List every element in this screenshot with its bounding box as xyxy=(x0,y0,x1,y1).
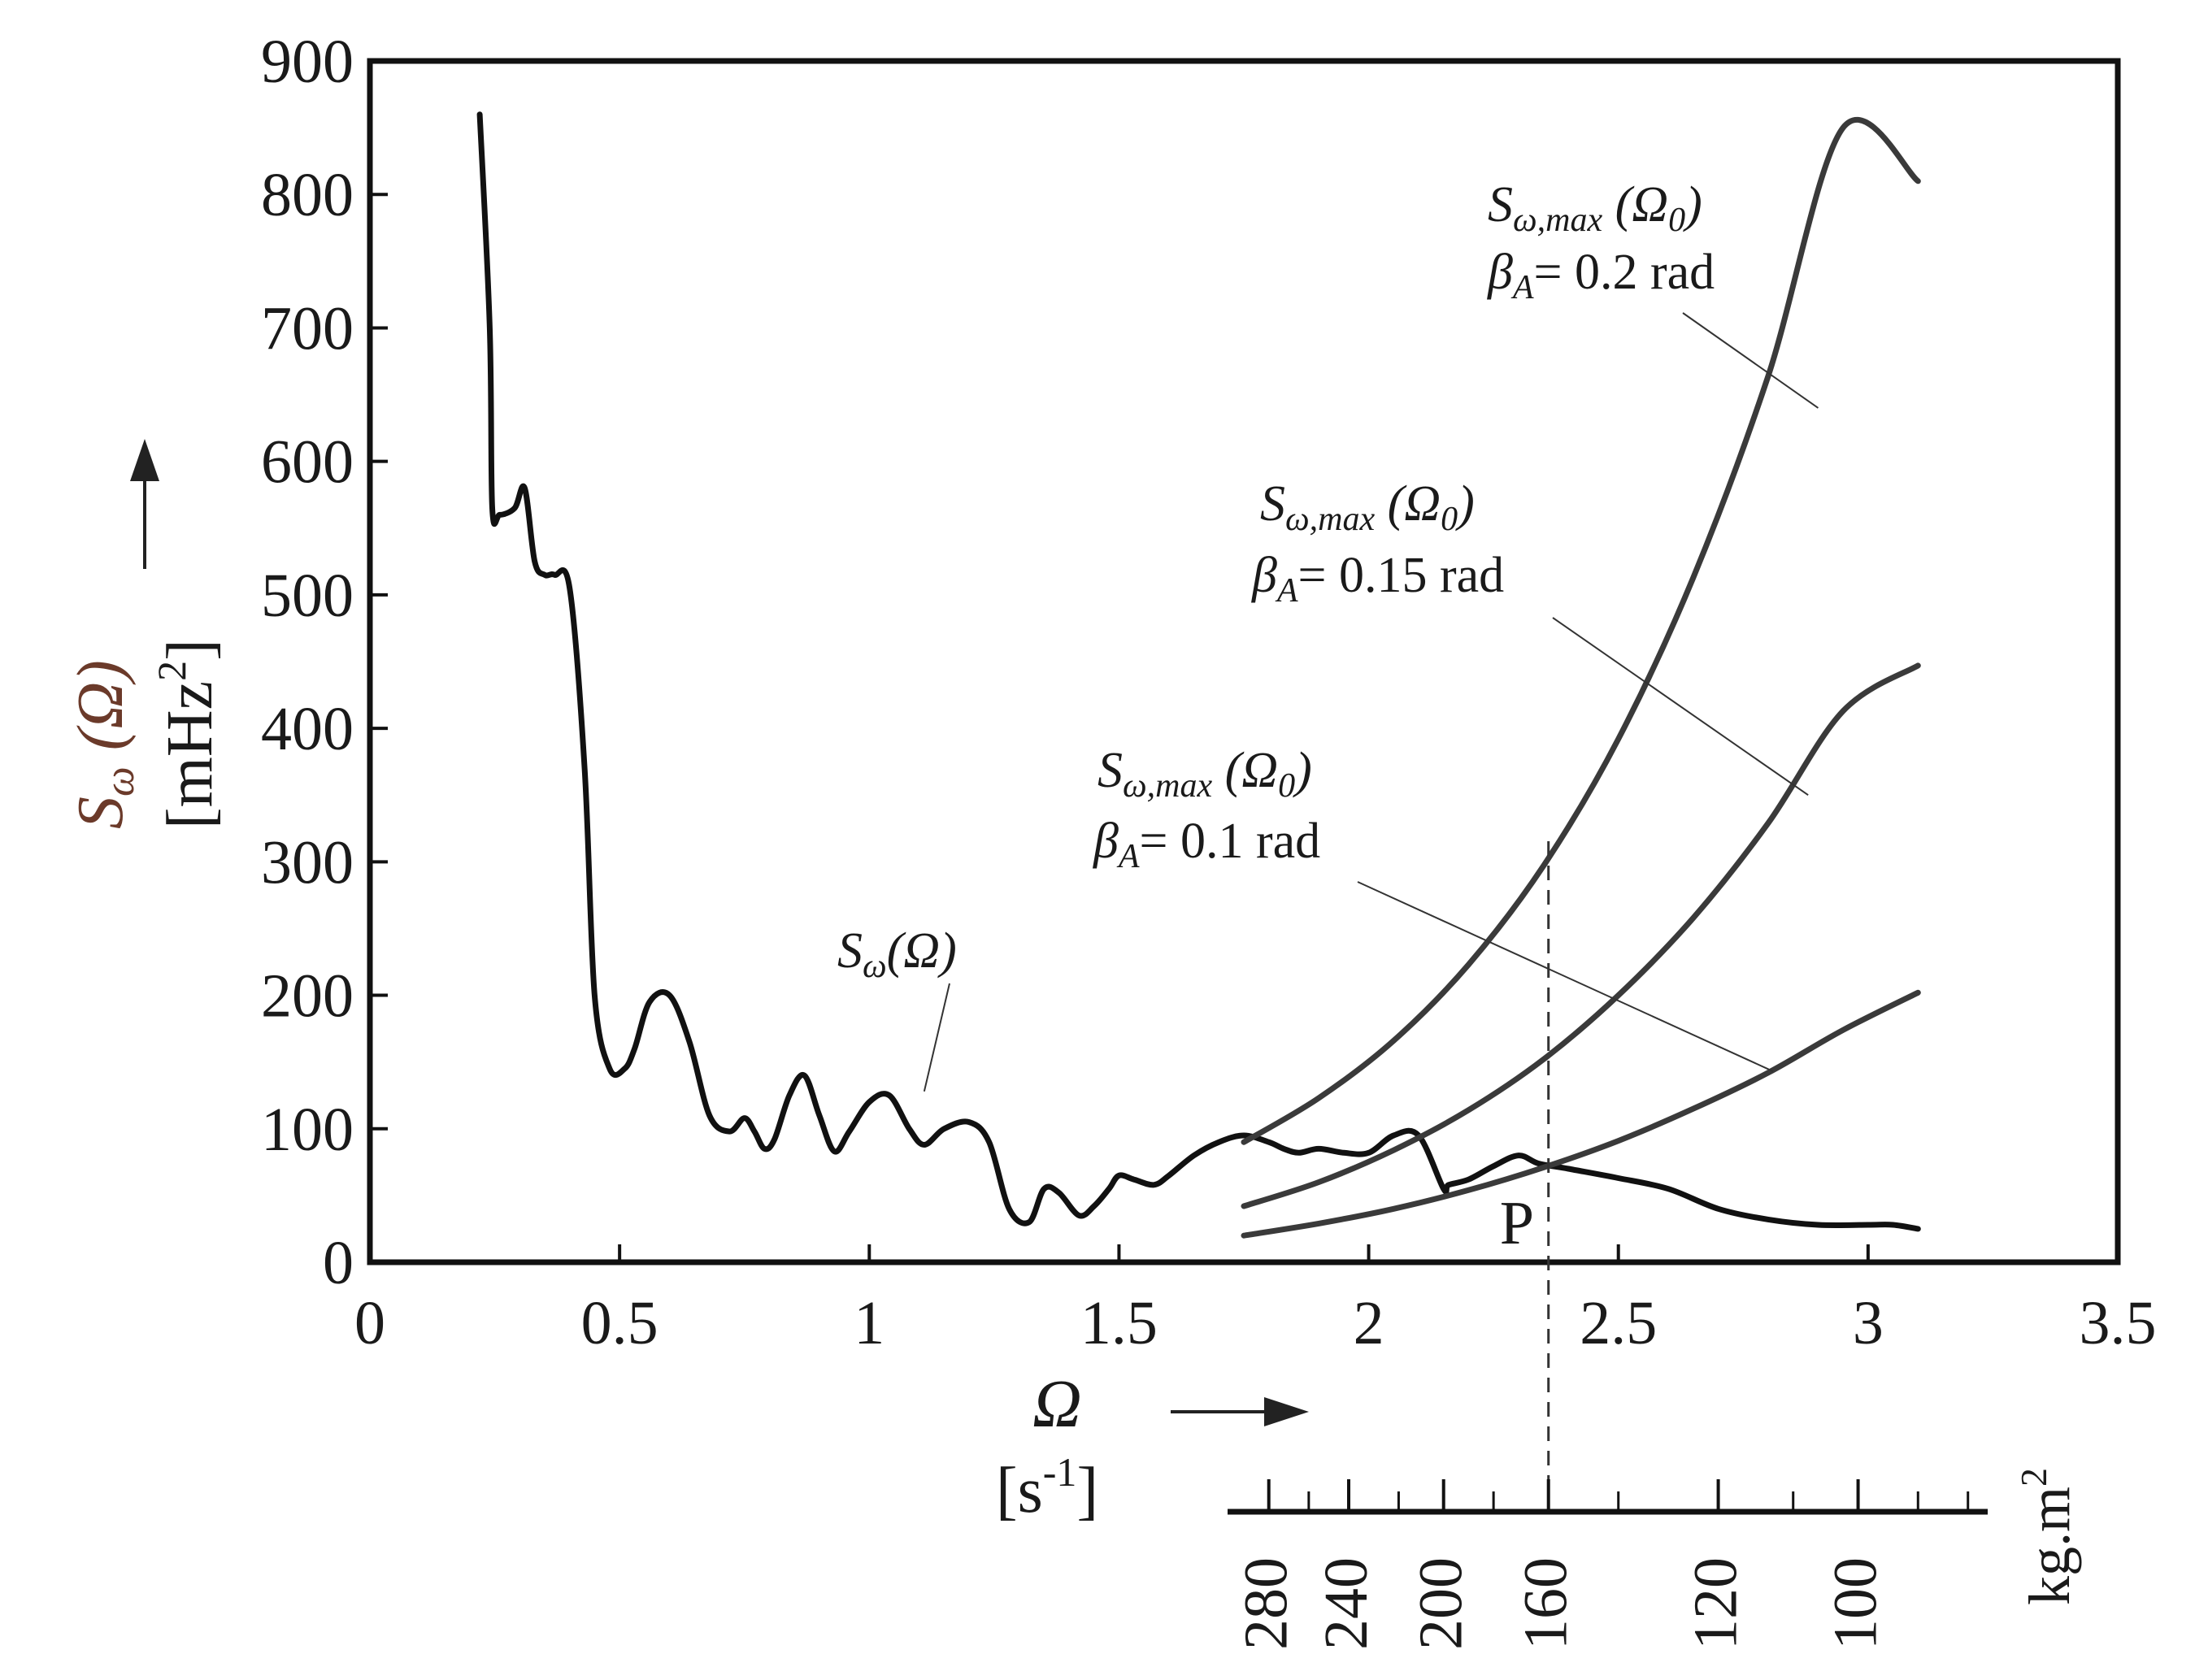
annotation-0-15-rad-title: Sω,max (Ω0) xyxy=(1260,476,1475,538)
x-tick-label: 1 xyxy=(854,1289,885,1357)
y-tick-label: 900 xyxy=(261,28,354,96)
annotation-0-1-rad-title: Sω,max (Ω0) xyxy=(1098,743,1312,805)
point-p-label: P xyxy=(1500,1189,1534,1257)
y-tick-label: 100 xyxy=(261,1096,354,1164)
y-tick-label: 500 xyxy=(261,562,354,630)
x-arrow-head xyxy=(1264,1397,1309,1426)
annotation-0-2-rad-title: Sω,max (Ω0) xyxy=(1488,177,1702,239)
x-tick-label: 3 xyxy=(1853,1289,1884,1357)
leader-s-omega xyxy=(923,983,950,1092)
y-tick-label: 200 xyxy=(261,962,354,1031)
svg-text:[mHz2]: [mHz2] xyxy=(149,639,226,829)
secondary-tick-text: 200 xyxy=(1407,1557,1476,1650)
y-tick-label: 600 xyxy=(261,428,354,497)
secondary-tick-text: 100 xyxy=(1822,1557,1890,1650)
s-omega-curve xyxy=(476,111,1921,1232)
annotation-0-2-rad-beta: βA= 0.2 rad xyxy=(1487,245,1715,306)
beta-0-1-curve xyxy=(1241,989,1921,1239)
annotation-0-15-rad-beta: βA= 0.15 rad xyxy=(1251,548,1504,610)
x-tick-label: 0 xyxy=(354,1289,385,1357)
y-label-unit-exp: 2 xyxy=(149,661,194,681)
secondary-tick-text: 240 xyxy=(1312,1557,1380,1650)
x-tick-label: 3.5 xyxy=(2080,1289,2157,1357)
secondary-axis-ticks: 280 240 200 160 120 100 xyxy=(1232,1479,1970,1650)
axis-ticks: 0 0.5 1 1.5 2 2.5 3 3.5 0 100 200 300 400 500 600 700 80… xyxy=(261,28,2157,1357)
y-tick-label: 800 xyxy=(261,161,354,229)
svg-text:Sω (Ω): Sω (Ω) xyxy=(65,660,143,829)
secondary-tick-label: 160 xyxy=(1512,1557,1580,1650)
secondary-tick-label: 280 xyxy=(1232,1557,1301,1650)
secondary-tick-label: 100 xyxy=(1822,1557,1890,1650)
secondary-tick-text: 160 xyxy=(1512,1557,1580,1650)
x-tick-label: 1.5 xyxy=(1080,1289,1158,1357)
y-label-unit-close: ] xyxy=(154,639,226,661)
leader-0-15-rad xyxy=(1552,617,1809,797)
y-axis-label: Sω (Ω) [mHz2] xyxy=(65,639,226,829)
secondary-axis-unit: kg.m2 xyxy=(2013,1468,2082,1605)
y-tick-label: 400 xyxy=(261,695,354,763)
x-label-symbol: Ω xyxy=(1032,1366,1082,1442)
y-arrow-head xyxy=(130,439,159,481)
annotation-s-omega-label: Sω(Ω) xyxy=(837,923,957,985)
secondary-tick-label: 120 xyxy=(1682,1557,1750,1650)
x-tick-label: 2.5 xyxy=(1580,1289,1657,1357)
y-label-unit: [mHz xyxy=(154,681,226,829)
x-tick-label: 0.5 xyxy=(581,1289,658,1357)
beta-0-2-curve xyxy=(1241,117,1921,1145)
secondary-tick-label: 200 xyxy=(1407,1557,1476,1650)
secondary-tick-text: 280 xyxy=(1232,1557,1301,1650)
y-tick-label: 300 xyxy=(261,828,354,896)
leader-0-2-rad xyxy=(1682,312,1819,409)
curves xyxy=(476,111,1921,1239)
leader-0-1-rad xyxy=(1357,881,1774,1073)
y-label-symbol: S xyxy=(65,797,137,829)
y-tick-label: 0 xyxy=(323,1229,354,1297)
x-tick-label: 2 xyxy=(1354,1289,1384,1357)
plot-frame xyxy=(367,58,2121,1265)
leader-lines xyxy=(923,312,1819,1092)
y-label-subscript: ω xyxy=(97,766,143,797)
secondary-tick-label: 240 xyxy=(1312,1557,1380,1650)
svg-text:kg.m2: kg.m2 xyxy=(2013,1468,2082,1605)
y-label-argument: (Ω) xyxy=(65,660,137,766)
x-label-unit: [s-1] xyxy=(996,1449,1098,1526)
beta-0-15-curve xyxy=(1241,662,1921,1209)
secondary-tick-text: 120 xyxy=(1682,1557,1750,1650)
annotation-0-1-rad-beta: βA= 0.1 rad xyxy=(1093,814,1320,875)
y-tick-label: 700 xyxy=(261,294,354,362)
